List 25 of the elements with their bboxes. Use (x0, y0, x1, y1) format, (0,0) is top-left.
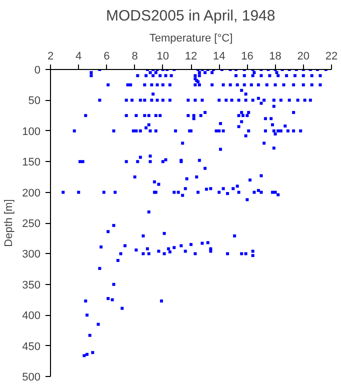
x-axis-title: Temperature [°C] (149, 32, 233, 44)
y-tick-label: 450 (22, 340, 41, 353)
x-tick-label: 10 (156, 50, 170, 62)
x-tick-label: 18 (269, 50, 282, 62)
y-tick-label: 350 (22, 279, 41, 292)
y-tick-label: 400 (22, 310, 41, 322)
x-tick-label: 6 (104, 50, 110, 62)
x-tick-label: 20 (297, 50, 310, 62)
y-axis-title: Depth [m] (3, 199, 16, 247)
y-tick-label: 300 (22, 248, 41, 261)
y-tick-label: 500 (22, 372, 41, 384)
x-tick-label: 16 (241, 50, 254, 62)
x-tick-label: 2 (47, 50, 54, 62)
y-tick-label: 0 (34, 64, 41, 76)
x-tick-label: 8 (132, 50, 138, 62)
y-tick-label: 50 (28, 95, 41, 108)
y-tick-label: 200 (22, 187, 41, 200)
x-tick-label: 4 (76, 50, 82, 62)
x-tick-label: 14 (212, 50, 226, 62)
y-tick-label: 150 (22, 156, 41, 169)
y-tick-label: 100 (22, 126, 41, 138)
x-tick-label: 22 (325, 50, 338, 62)
y-tick-label: 250 (22, 218, 41, 230)
chart-title: MODS2005 in April, 1948 (106, 8, 276, 24)
x-tick-label: 12 (184, 50, 198, 62)
